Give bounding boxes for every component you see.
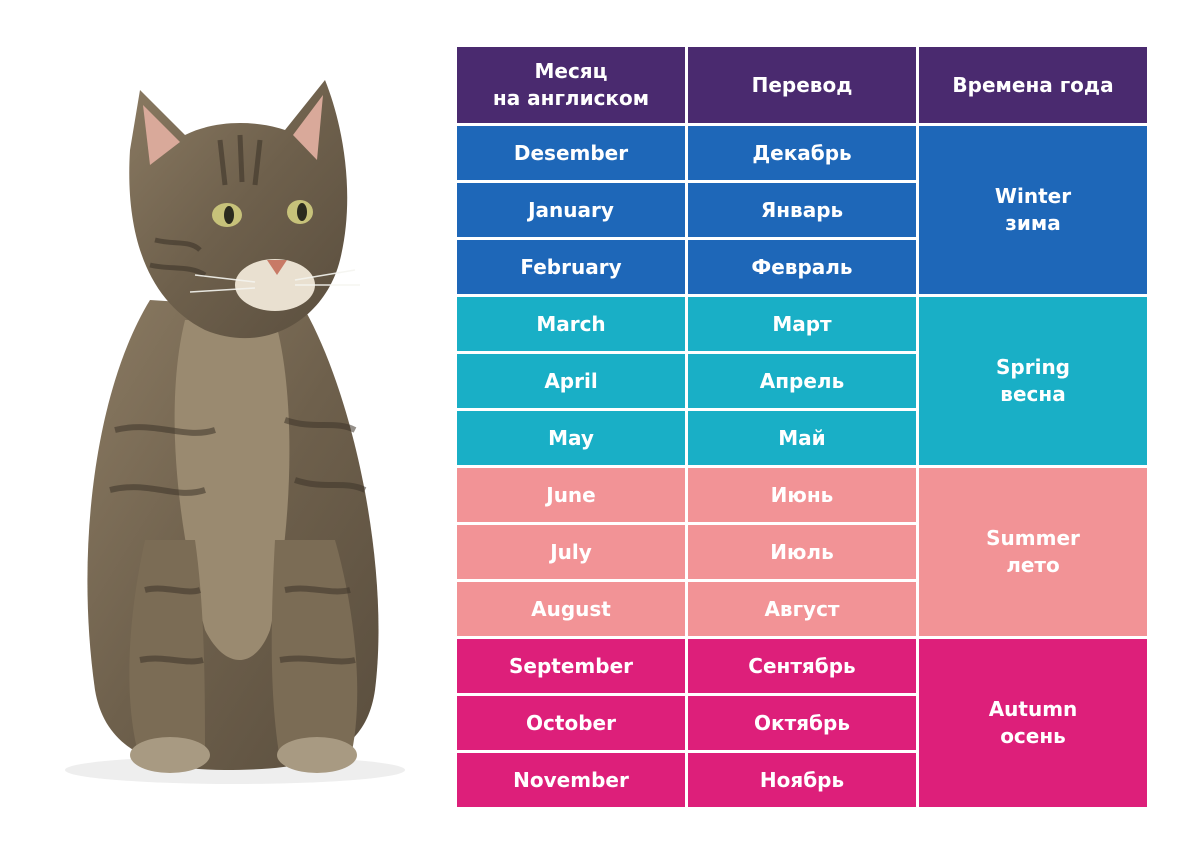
header-translation: Перевод <box>688 47 916 123</box>
month-ru-cell: Декабрь <box>688 126 916 180</box>
season-spring-cell: Spring весна <box>919 297 1147 465</box>
month-ru-cell: Июль <box>688 525 916 579</box>
header-month-line1: Месяц <box>534 59 608 83</box>
season-autumn-cell: Autumn осень <box>919 639 1147 807</box>
season-en-label: Spring <box>996 355 1070 379</box>
month-ru-cell: Февраль <box>688 240 916 294</box>
month-en-cell: March <box>457 297 685 351</box>
header-seasons: Времена года <box>919 47 1147 123</box>
month-en-cell: May <box>457 411 685 465</box>
month-ru-cell: Июнь <box>688 468 916 522</box>
month-en-cell: October <box>457 696 685 750</box>
month-ru-cell: Ноябрь <box>688 753 916 807</box>
header-month-english: Месяц на англиском <box>457 47 685 123</box>
month-en-cell: November <box>457 753 685 807</box>
season-en-label: Summer <box>986 526 1080 550</box>
month-ru-cell: Сентябрь <box>688 639 916 693</box>
season-ru-label: лето <box>1006 553 1060 577</box>
season-summer-cell: Summer лето <box>919 468 1147 636</box>
month-en-cell: January <box>457 183 685 237</box>
month-en-cell: July <box>457 525 685 579</box>
month-en-cell: April <box>457 354 685 408</box>
header-month-line2: на англиском <box>492 86 650 110</box>
cat-photo <box>65 80 405 784</box>
month-en-cell: February <box>457 240 685 294</box>
month-en-cell: September <box>457 639 685 693</box>
month-en-cell: June <box>457 468 685 522</box>
season-ru-label: осень <box>1000 724 1066 748</box>
season-ru-label: весна <box>1000 382 1066 406</box>
month-en-cell: August <box>457 582 685 636</box>
months-table: Месяц на англиском Перевод Времена года … <box>457 47 1147 808</box>
month-ru-cell: Август <box>688 582 916 636</box>
month-ru-cell: Май <box>688 411 916 465</box>
month-ru-cell: Апрель <box>688 354 916 408</box>
month-ru-cell: Март <box>688 297 916 351</box>
season-en-label: Autumn <box>988 697 1078 721</box>
season-ru-label: зима <box>1005 211 1061 235</box>
month-ru-cell: Январь <box>688 183 916 237</box>
month-ru-cell: Октябрь <box>688 696 916 750</box>
month-en-cell: Desember <box>457 126 685 180</box>
season-en-label: Winter <box>994 184 1072 208</box>
season-winter-cell: Winter зима <box>919 126 1147 294</box>
